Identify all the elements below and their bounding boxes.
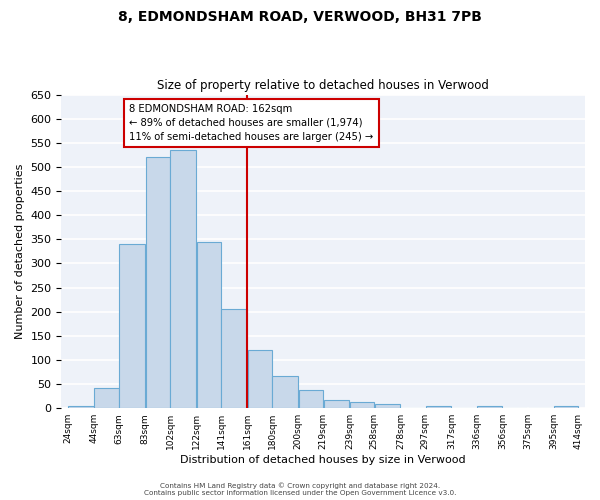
Bar (146, 158, 170, 408)
Text: Contains HM Land Registry data © Crown copyright and database right 2024.: Contains HM Land Registry data © Crown c… (160, 482, 440, 489)
Bar (272, 376, 298, 408)
Text: 8 EDMONDSHAM ROAD: 162sqm
← 89% of detached houses are smaller (1,974)
11% of se: 8 EDMONDSHAM ROAD: 162sqm ← 89% of detac… (130, 104, 374, 142)
Bar (323, 400, 349, 408)
Text: 8, EDMONDSHAM ROAD, VERWOOD, BH31 7PB: 8, EDMONDSHAM ROAD, VERWOOD, BH31 7PB (118, 10, 482, 24)
X-axis label: Distribution of detached houses by size in Verwood: Distribution of detached houses by size … (181, 455, 466, 465)
Text: Contains public sector information licensed under the Open Government Licence v3: Contains public sector information licen… (144, 490, 456, 496)
Bar (170, 150, 196, 408)
Bar (554, 406, 578, 408)
Bar (94, 388, 119, 408)
Bar (299, 390, 323, 408)
Bar (350, 402, 374, 408)
Bar (476, 406, 502, 408)
Bar (221, 310, 247, 408)
Title: Size of property relative to detached houses in Verwood: Size of property relative to detached ho… (157, 79, 489, 92)
Bar (197, 242, 221, 408)
Bar (68, 406, 94, 408)
Bar (374, 404, 400, 408)
Y-axis label: Number of detached properties: Number of detached properties (15, 164, 25, 339)
Bar (425, 406, 451, 408)
Bar (248, 350, 272, 408)
Bar (119, 244, 145, 408)
